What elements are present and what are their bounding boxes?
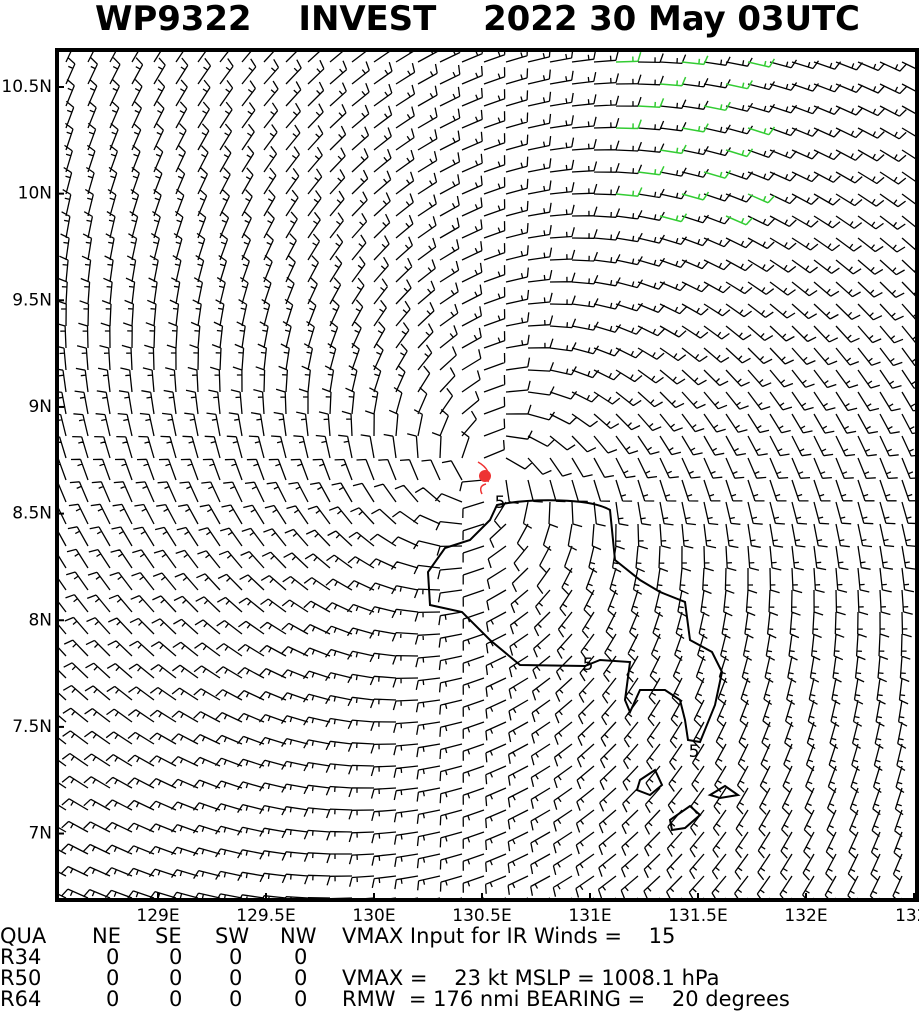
contour-label: 5	[689, 742, 700, 762]
info-line: VMAX Input for IR Winds = 15	[342, 924, 675, 948]
storm-center	[477, 461, 491, 495]
lat-label: 7N	[28, 824, 52, 844]
info-line: RMW = 176 nmi BEARING = 20 degrees	[342, 987, 790, 1011]
table-cell: 0	[106, 966, 119, 990]
lat-label: 8.5N	[12, 504, 52, 524]
table-cell: R64	[0, 987, 41, 1011]
lon-label: 130E	[352, 906, 395, 926]
table-cell: 0	[106, 945, 119, 969]
lat-label: 9N	[28, 397, 52, 417]
barbs-green	[615, 51, 776, 226]
wind-barbs	[57, 50, 917, 900]
lon-label: 131E	[568, 906, 611, 926]
lon-label: 129.5E	[236, 906, 295, 926]
barbs-black	[57, 50, 917, 900]
title: WP9322 INVEST 2022 30 May 03UTC	[95, 0, 860, 39]
table-cell: 0	[294, 945, 307, 969]
table-cell: 0	[294, 987, 307, 1011]
lat-label: 10N	[18, 184, 52, 204]
lon-label: 131.5E	[668, 906, 727, 926]
info-line: VMAX = 23 kt MSLP = 1008.1 hPa	[342, 966, 720, 990]
table-cell: 0	[169, 945, 182, 969]
lon-label: 129E	[136, 906, 179, 926]
table-header: NE	[92, 924, 121, 948]
contour-label: 5	[495, 493, 506, 513]
table-header: QUA	[0, 924, 47, 948]
lon-label: 132E	[784, 906, 827, 926]
table-header: NW	[280, 924, 317, 948]
contour-label: 5	[583, 655, 594, 675]
table-cell: R34	[0, 945, 41, 969]
table-header: SW	[215, 924, 249, 948]
axes: 10.5N 10N 9.5N 9N 8.5N 8N 7.5N 7N 129E 129.5E 130E…	[1, 77, 919, 926]
contour	[426, 499, 741, 832]
table-cell: R50	[0, 966, 41, 990]
lat-label: 10.5N	[1, 77, 52, 97]
table-cell: 0	[229, 987, 242, 1011]
lat-label: 8N	[28, 610, 52, 630]
table-cell: 0	[229, 945, 242, 969]
table-cell: 0	[169, 987, 182, 1011]
table-cell: 0	[106, 987, 119, 1011]
lon-label: 130.5E	[452, 906, 511, 926]
lat-label: 9.5N	[12, 290, 52, 310]
table-cell: 0	[169, 966, 182, 990]
lon-label: 132.	[895, 906, 919, 926]
table-cell: 0	[229, 966, 242, 990]
table-cell: 0	[294, 966, 307, 990]
table-header: SE	[155, 924, 182, 948]
map-frame	[55, 48, 919, 902]
lat-label: 7.5N	[12, 717, 52, 737]
